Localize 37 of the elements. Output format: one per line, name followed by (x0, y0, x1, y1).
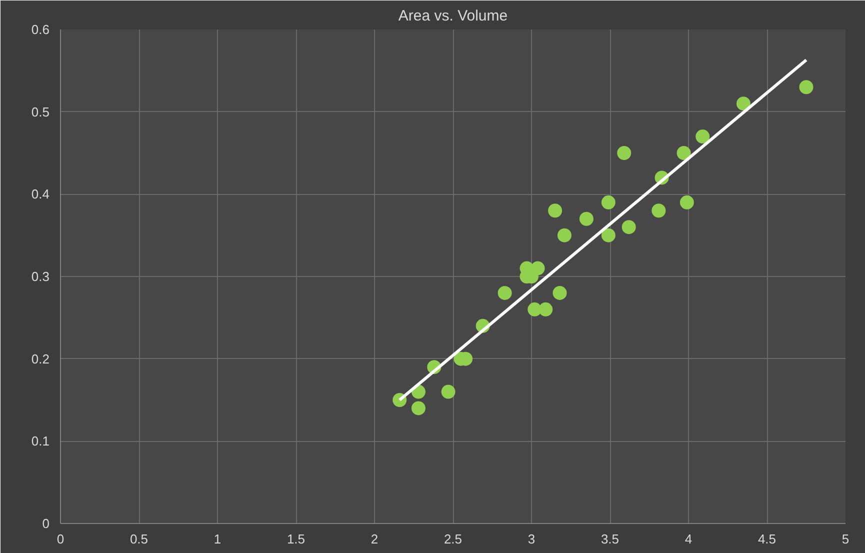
point (548, 204, 562, 218)
point (552, 286, 567, 300)
x-tick-label: 2 (370, 532, 378, 546)
y-tick-label: 0.5 (31, 104, 50, 120)
x-tick-label: 4 (684, 532, 692, 546)
point (579, 212, 594, 226)
x-tick-label: 1.5 (286, 532, 306, 546)
point (411, 401, 426, 416)
point (617, 146, 632, 160)
x-tick-label: 5 (842, 532, 850, 546)
chart-title: Area vs. Volume (398, 8, 508, 24)
point (736, 96, 750, 111)
y-tick-label: 0.6 (31, 22, 50, 37)
point (652, 204, 666, 218)
y-tick-label: 0.1 (31, 434, 50, 449)
x-tick-label: 1 (214, 532, 222, 546)
x-tick-label: 2.5 (444, 532, 462, 546)
point (601, 228, 616, 242)
point (538, 302, 553, 316)
point (676, 146, 691, 160)
point (601, 195, 616, 210)
point (799, 80, 814, 94)
point (557, 228, 572, 242)
y-tick-label: 0.2 (31, 351, 50, 366)
y-tick-label: 0 (42, 516, 50, 531)
x-tick-label: 3.5 (600, 532, 620, 546)
y-tick-label: 0.4 (31, 186, 50, 202)
point (680, 195, 694, 210)
point (441, 384, 456, 399)
point (696, 130, 710, 144)
point (498, 286, 512, 300)
y-tick-label: 0.3 (31, 269, 50, 284)
x-tick-label: 0 (56, 532, 64, 546)
x-tick-label: 4.5 (758, 532, 776, 546)
point (622, 220, 636, 234)
x-tick-label: 0.5 (130, 532, 148, 546)
x-tick-label: 3 (528, 532, 536, 546)
